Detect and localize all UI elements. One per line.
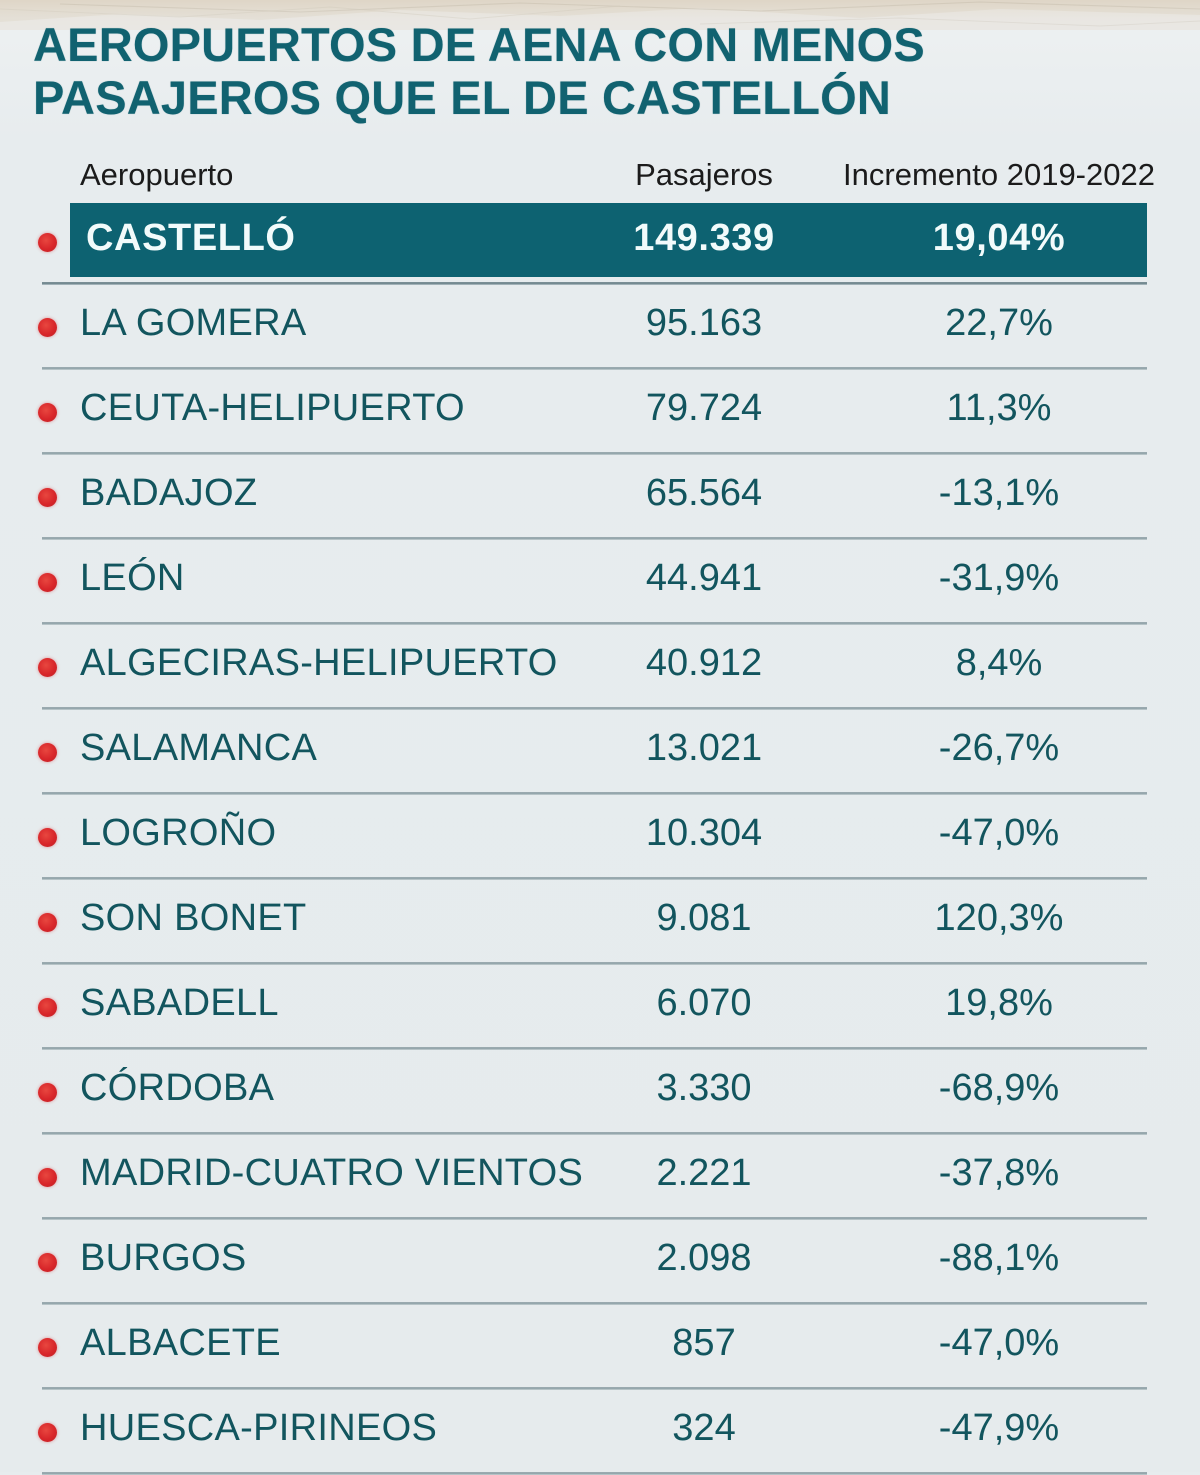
row-separator	[42, 792, 1147, 795]
table-row: ALGECIRAS-HELIPUERTO 40.912 8,4%	[0, 625, 1200, 710]
cell-airport-name: CASTELLÓ	[86, 217, 296, 259]
table-row: CÓRDOBA 3.330 -68,9%	[0, 1050, 1200, 1135]
cell-increment: 8,4%	[955, 642, 1043, 684]
column-header-airport: Aeropuerto	[80, 157, 234, 192]
table-row: LA GOMERA 95.163 22,7%	[0, 285, 1200, 370]
cell-increment: -68,9%	[938, 1067, 1060, 1109]
cell-passengers: 40.912	[645, 642, 763, 684]
cell-passengers: 857	[672, 1322, 736, 1364]
cell-passengers: 6.070	[656, 982, 752, 1024]
row-separator	[42, 1132, 1147, 1135]
cell-passengers: 9.081	[656, 897, 752, 939]
cell-passengers: 13.021	[645, 727, 763, 769]
cell-airport-name: CÓRDOBA	[80, 1067, 275, 1109]
cell-airport-name: LEÓN	[80, 557, 185, 599]
cell-increment: 22,7%	[945, 302, 1053, 344]
row-separator	[42, 1217, 1147, 1220]
cell-increment: -47,9%	[938, 1407, 1060, 1449]
table-row: BADAJOZ 65.564 -13,1%	[0, 455, 1200, 540]
cell-passengers: 2.098	[656, 1237, 752, 1279]
cell-increment: -37,8%	[938, 1152, 1060, 1194]
cell-increment: -31,9%	[938, 557, 1060, 599]
page-title-line-2: PASAJEROS QUE EL DE CASTELLÓN	[33, 71, 892, 124]
bullet-dot-icon	[38, 572, 57, 592]
table-row: CEUTA-HELIPUERTO 79.724 11,3%	[0, 370, 1200, 455]
table-row: ALBACETE 857 -47,0%	[0, 1305, 1200, 1390]
table-column-headers: Aeropuerto Pasajeros Incremento 2019-202…	[0, 158, 1200, 196]
bullet-dot-icon	[38, 912, 57, 932]
row-separator	[42, 707, 1147, 710]
cell-increment: 120,3%	[934, 897, 1064, 939]
cell-increment: 19,04%	[932, 217, 1066, 259]
cell-increment: -26,7%	[938, 727, 1060, 769]
cell-passengers: 10.304	[645, 812, 763, 854]
cell-passengers: 149.339	[633, 217, 775, 259]
cell-airport-name: LOGROÑO	[80, 812, 277, 854]
cell-airport-name: BADAJOZ	[80, 472, 258, 514]
row-highlight-band	[70, 203, 1147, 277]
cell-increment: -47,0%	[938, 1322, 1060, 1364]
column-header-passengers: Pasajeros	[635, 157, 773, 192]
bullet-dot-icon	[38, 402, 57, 422]
table-row: LEÓN 44.941 -31,9%	[0, 540, 1200, 625]
cell-increment: -47,0%	[938, 812, 1060, 854]
table-row: SON BONET 9.081 120,3%	[0, 880, 1200, 965]
airports-table: CASTELLÓ 149.339 19,04% LA GOMERA 95.163 22,7…	[0, 200, 1200, 1475]
bullet-dot-icon	[38, 1167, 57, 1187]
cell-passengers: 79.724	[645, 387, 763, 429]
row-separator	[42, 537, 1147, 540]
cell-airport-name: BURGOS	[80, 1237, 247, 1279]
cell-passengers: 95.163	[645, 302, 763, 344]
table-row: SABADELL 6.070 19,8%	[0, 965, 1200, 1050]
cell-increment: -88,1%	[938, 1237, 1060, 1279]
cell-airport-name: ALBACETE	[80, 1322, 281, 1364]
bullet-dot-icon	[38, 657, 57, 677]
bullet-dot-icon	[38, 1337, 57, 1357]
cell-passengers: 44.941	[645, 557, 763, 599]
row-separator	[42, 877, 1147, 880]
bullet-dot-icon	[38, 997, 57, 1017]
page-title-line-1: AEROPUERTOS DE AENA CON MENOS	[33, 18, 925, 71]
cell-passengers: 3.330	[656, 1067, 752, 1109]
cell-airport-name: ALGECIRAS-HELIPUERTO	[80, 642, 558, 684]
row-separator	[42, 1047, 1147, 1050]
bullet-dot-icon	[38, 742, 57, 762]
bullet-dot-icon	[38, 487, 57, 507]
bullet-dot-icon	[38, 1252, 57, 1272]
cell-airport-name: CEUTA-HELIPUERTO	[80, 387, 465, 429]
table-row: LOGROÑO 10.304 -47,0%	[0, 795, 1200, 880]
table-row: HUESCA-PIRINEOS 324 -47,9%	[0, 1390, 1200, 1475]
page-title: AEROPUERTOS DE AENA CON MENOS PASAJEROS …	[33, 18, 1173, 124]
cell-airport-name: SALAMANCA	[80, 727, 318, 769]
cell-airport-name: SON BONET	[80, 897, 307, 939]
table-row: MADRID-CUATRO VIENTOS 2.221 -37,8%	[0, 1135, 1200, 1220]
table-row: CASTELLÓ 149.339 19,04%	[0, 200, 1200, 285]
table-row: BURGOS 2.098 -88,1%	[0, 1220, 1200, 1305]
bullet-dot-icon	[38, 1422, 57, 1442]
row-separator	[42, 1387, 1147, 1390]
cell-passengers: 2.221	[656, 1152, 752, 1194]
row-separator	[42, 622, 1147, 625]
row-separator	[42, 452, 1147, 455]
cell-increment: 11,3%	[946, 387, 1052, 429]
cell-passengers: 324	[672, 1407, 736, 1449]
row-separator	[42, 282, 1147, 285]
row-separator	[42, 1302, 1147, 1305]
table-row: SALAMANCA 13.021 -26,7%	[0, 710, 1200, 795]
cell-airport-name: LA GOMERA	[80, 302, 307, 344]
bullet-dot-icon	[38, 827, 57, 847]
column-header-increment: Incremento 2019-2022	[843, 157, 1155, 192]
bullet-dot-icon	[38, 232, 57, 252]
cell-increment: -13,1%	[938, 472, 1060, 514]
cell-airport-name: MADRID-CUATRO VIENTOS	[80, 1152, 584, 1194]
bullet-dot-icon	[38, 1082, 57, 1102]
cell-airport-name: HUESCA-PIRINEOS	[80, 1407, 438, 1449]
row-separator	[42, 962, 1147, 965]
row-separator	[42, 367, 1147, 370]
cell-airport-name: SABADELL	[80, 982, 279, 1024]
cell-passengers: 65.564	[645, 472, 763, 514]
bullet-dot-icon	[38, 317, 57, 337]
cell-increment: 19,8%	[945, 982, 1053, 1024]
